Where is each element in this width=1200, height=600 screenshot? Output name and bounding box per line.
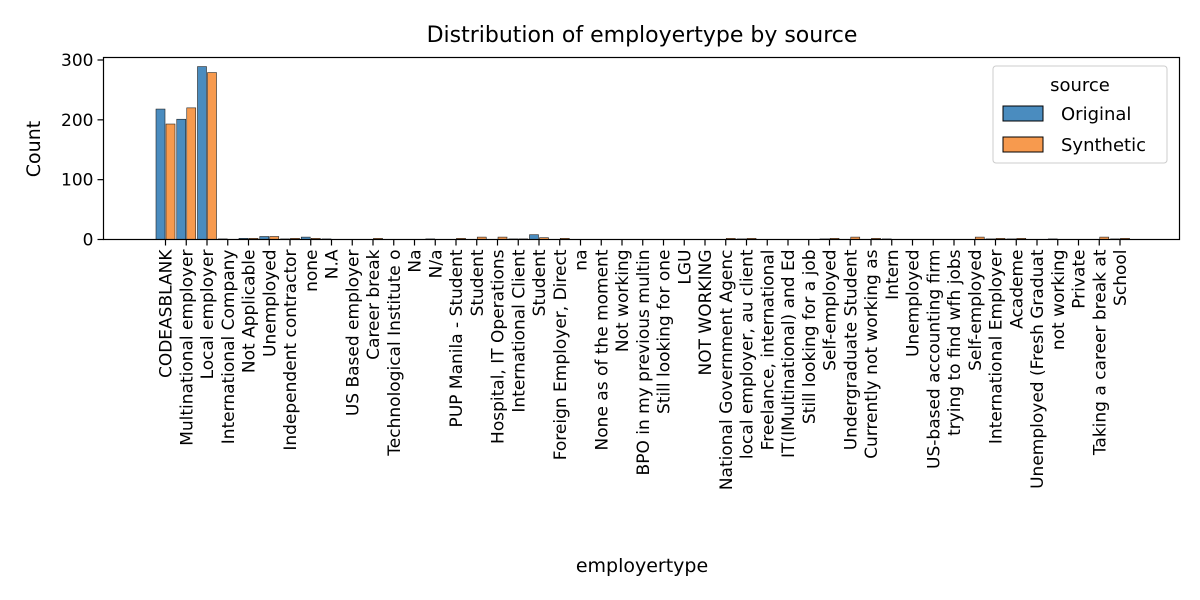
y-axis: 0 100 200 300 bbox=[61, 51, 104, 251]
x-tick-label-35: Intern bbox=[883, 250, 903, 300]
bar-synthetic-1 bbox=[186, 107, 197, 240]
x-tick-label-38: trying to find wfh jobs bbox=[945, 249, 965, 436]
x-tick-label-46: School bbox=[1111, 250, 1131, 306]
x-axis-label: employertype bbox=[576, 555, 708, 577]
x-tick-label-29: Freelance, international bbox=[758, 250, 778, 451]
x-tick-label-27: National Government Agenc bbox=[717, 250, 737, 491]
x-tick-label-30: IT(IMultinational) and Ed bbox=[779, 250, 799, 458]
x-tick-label-28: local employer, au client bbox=[738, 249, 758, 459]
y-tick-label-0: 0 bbox=[83, 231, 94, 251]
x-tick-label-2: Local employer bbox=[198, 250, 218, 380]
x-tick-label-0: CODEASBLANK bbox=[157, 249, 177, 378]
x-tick-label-25: LGU bbox=[675, 250, 695, 285]
x-tick-label-12: Na bbox=[406, 250, 426, 273]
plot-frame bbox=[102, 56, 1181, 241]
x-tick-label-1: Multinational employer bbox=[177, 249, 197, 445]
x-tick-label-41: Academe bbox=[1007, 250, 1027, 329]
x-tick-label-44: Private bbox=[1070, 250, 1090, 309]
x-tick-label-13: N/a bbox=[426, 250, 446, 279]
x-tick-label-15: Student bbox=[468, 249, 488, 316]
x-tick-label-36: Unemployed bbox=[904, 250, 924, 357]
bar-original-2 bbox=[197, 66, 207, 240]
x-tick-label-34: Currently not working as bbox=[862, 249, 882, 459]
y-tick-label-300: 300 bbox=[61, 51, 93, 71]
x-tick-label-31: Still looking for a job bbox=[800, 250, 820, 425]
bar-original-0 bbox=[155, 108, 166, 240]
x-tick-label-14: PUP Manila - Student bbox=[447, 249, 467, 427]
bars-group bbox=[155, 66, 1130, 240]
x-tick-label-40: International Employer bbox=[987, 250, 1007, 445]
chart-title: Distribution of employertype by source bbox=[427, 23, 858, 48]
x-tick-label-23: BPO in my previous multin bbox=[634, 250, 654, 476]
x-tick-label-43: not working bbox=[1049, 250, 1069, 351]
x-tick-label-32: Self-employed bbox=[821, 250, 841, 371]
bar-synthetic-0 bbox=[165, 123, 176, 240]
legend-swatch-synthetic bbox=[1002, 136, 1044, 153]
x-tick-label-3: International Company bbox=[219, 250, 239, 445]
x-tick-label-9: US Based employer bbox=[343, 249, 363, 416]
x-tick-label-33: Undergraduate Student bbox=[841, 249, 861, 450]
x-tick-label-17: International Client bbox=[509, 249, 529, 412]
x-tick-label-6: Independent contractor bbox=[281, 249, 301, 450]
bar-original-18 bbox=[529, 234, 539, 240]
legend-title: source bbox=[1050, 75, 1110, 96]
legend-label-synthetic: Synthetic bbox=[1061, 135, 1146, 156]
bar-synthetic-2 bbox=[207, 72, 217, 240]
x-axis: CODEASBLANK Multinational employer Local e… bbox=[157, 239, 1131, 491]
x-tick-label-20: na bbox=[572, 250, 592, 271]
x-tick-label-18: Student bbox=[530, 249, 550, 316]
legend-label-original: Original bbox=[1061, 104, 1131, 125]
legend: source Original Synthetic bbox=[992, 65, 1168, 164]
x-tick-label-11: Technological Institute o bbox=[385, 250, 405, 457]
x-tick-label-45: Taking a career break at bbox=[1090, 249, 1110, 456]
x-tick-label-19: Foreign Employer, Direct bbox=[551, 249, 571, 460]
x-tick-label-5: Unemployed bbox=[260, 250, 280, 357]
x-tick-label-22: Not working bbox=[613, 250, 633, 353]
x-tick-label-42: Unemployed (Fresh Graduat bbox=[1028, 249, 1048, 489]
y-axis-label: Count bbox=[23, 121, 45, 177]
x-tick-label-24: Still looking for one bbox=[655, 250, 675, 415]
legend-swatch-original bbox=[1002, 105, 1044, 122]
x-tick-label-8: N.A bbox=[323, 249, 343, 279]
x-tick-label-16: Hospital, IT Operations bbox=[489, 249, 509, 444]
x-tick-label-4: Not Applicable bbox=[240, 250, 260, 374]
x-tick-label-10: Career break bbox=[364, 249, 384, 359]
x-tick-label-39: Self-employed bbox=[966, 250, 986, 371]
x-tick-label-26: NOT WORKING bbox=[696, 250, 716, 376]
x-tick-label-21: None as of the moment bbox=[592, 249, 612, 450]
x-tick-label-7: none bbox=[302, 250, 322, 292]
bar-original-1 bbox=[176, 118, 187, 240]
x-tick-label-37: US-based accounting firm bbox=[924, 250, 944, 469]
y-tick-label-100: 100 bbox=[61, 171, 93, 191]
y-tick-label-200: 200 bbox=[61, 111, 93, 131]
